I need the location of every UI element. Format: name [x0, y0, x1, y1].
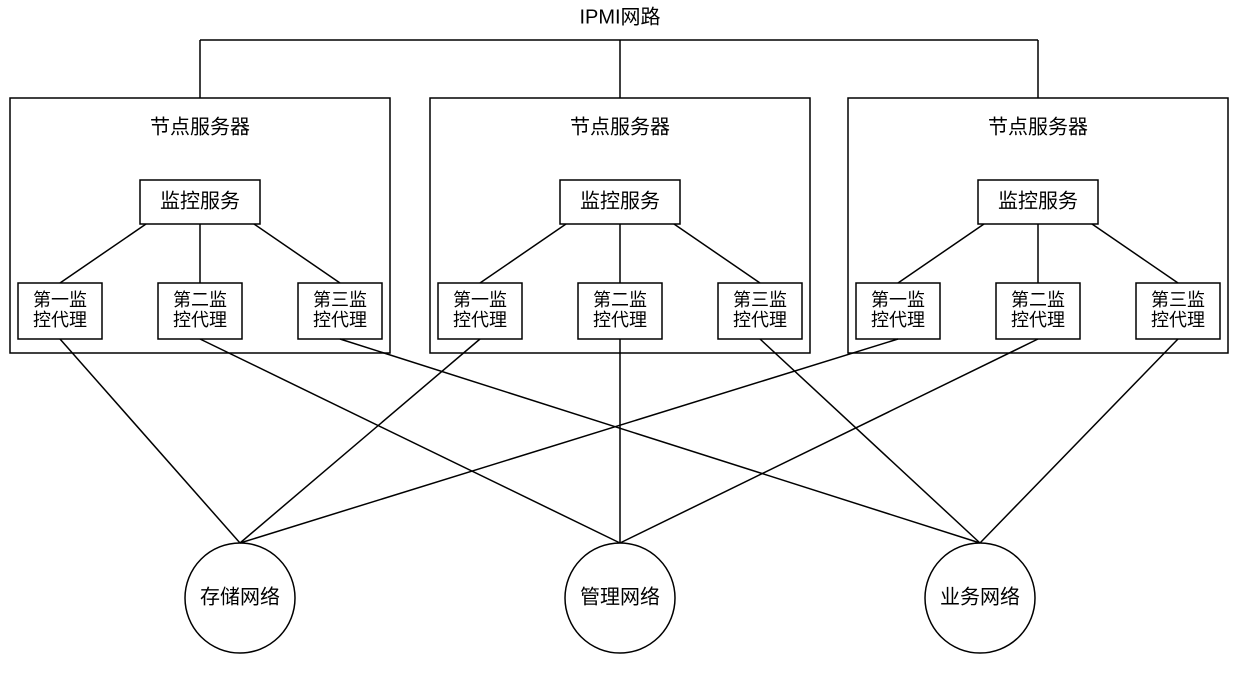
node-server-title: 节点服务器: [150, 115, 250, 138]
node-server-title: 节点服务器: [988, 115, 1088, 138]
monitor-agent-label: 控代理: [871, 310, 925, 330]
ipmi-label: IPMI网路: [579, 5, 660, 28]
monitor-agent-label: 控代理: [593, 310, 647, 330]
monitor-agent-label: 控代理: [173, 310, 227, 330]
monitor-agent-label: 第二监: [1011, 290, 1065, 310]
network-label: 存储网络: [200, 585, 280, 608]
monitor-agent-label: 第一监: [453, 290, 507, 310]
monitor-agent-label: 第一监: [871, 290, 925, 310]
monitor-agent-label: 控代理: [453, 310, 507, 330]
monitor-agent-label: 控代理: [33, 310, 87, 330]
monitor-agent-label: 控代理: [1011, 310, 1065, 330]
monitor-agent-label: 控代理: [313, 310, 367, 330]
monitor-agent-label: 第三监: [733, 290, 787, 310]
network-label: 管理网络: [580, 585, 660, 608]
network-label: 业务网络: [940, 585, 1020, 608]
monitor-agent-label: 第二监: [173, 290, 227, 310]
monitor-agent-label: 第二监: [593, 290, 647, 310]
monitor-service-label: 监控服务: [160, 189, 240, 212]
monitor-agent-label: 第三监: [1151, 290, 1205, 310]
monitor-agent-label: 第一监: [33, 290, 87, 310]
monitor-agent-label: 控代理: [1151, 310, 1205, 330]
monitor-service-label: 监控服务: [580, 189, 660, 212]
node-server-title: 节点服务器: [570, 115, 670, 138]
monitor-service-label: 监控服务: [998, 189, 1078, 212]
monitor-agent-label: 控代理: [733, 310, 787, 330]
monitor-agent-label: 第三监: [313, 290, 367, 310]
